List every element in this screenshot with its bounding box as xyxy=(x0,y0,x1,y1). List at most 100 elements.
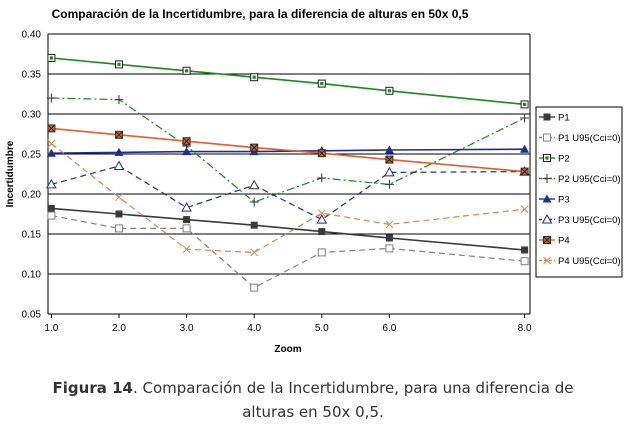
data-point xyxy=(114,147,124,156)
marker-shape xyxy=(248,179,260,190)
marker-shape xyxy=(543,256,551,265)
marker-center xyxy=(184,69,189,73)
data-point xyxy=(521,246,529,254)
series-line xyxy=(51,143,525,254)
marker-shape xyxy=(114,147,124,156)
legend-label: P3 xyxy=(558,195,570,206)
marker-shape xyxy=(250,283,259,292)
marker-shape xyxy=(543,133,551,142)
x-tick-label: 5.0 xyxy=(315,323,329,334)
legend-label: P1 xyxy=(558,113,570,124)
data-point xyxy=(250,283,259,292)
x-tick-labels: 1.0 2.0 3.0 4.0 5.0 6.0 8.0 xyxy=(44,323,532,334)
marker-center xyxy=(252,75,256,79)
marker-shape xyxy=(385,244,394,253)
marker-shape xyxy=(316,214,328,224)
data-point xyxy=(520,167,529,176)
marker-center xyxy=(387,89,391,93)
legend-marker xyxy=(542,174,552,183)
caption-line-2: alturas en 50x 0,5. xyxy=(242,403,384,421)
data-point xyxy=(250,143,259,152)
data-point xyxy=(115,193,123,202)
legend-label: P1 U95(Cci=0) xyxy=(558,133,621,144)
marker-shape xyxy=(520,144,530,153)
legend-label: P4 U95(Cci=0) xyxy=(558,256,621,267)
data-point xyxy=(248,179,260,190)
x-tick-label: 8.0 xyxy=(518,323,532,334)
series-p1-u95-cci-0- xyxy=(47,211,529,292)
marker-center xyxy=(320,82,324,86)
legend-label: P2 xyxy=(558,154,570,165)
marker-shape xyxy=(521,246,529,254)
marker-shape xyxy=(541,213,553,224)
marker-center xyxy=(49,56,53,60)
y-tick-label: 0.25 xyxy=(22,150,42,161)
data-point xyxy=(182,224,191,233)
marker-shape xyxy=(520,257,529,266)
marker-shape xyxy=(182,147,192,156)
marker-shape xyxy=(384,179,394,189)
marker-shape xyxy=(250,221,258,229)
marker-shape xyxy=(114,95,124,105)
legend-entry: P1 xyxy=(539,113,570,124)
marker-shape xyxy=(385,220,394,229)
data-point xyxy=(385,86,394,95)
legend-marker xyxy=(543,133,551,142)
marker-shape xyxy=(46,93,56,103)
data-point xyxy=(46,148,56,157)
data-point xyxy=(114,95,124,105)
data-point xyxy=(182,137,191,146)
marker-shape xyxy=(318,228,326,236)
marker-shape xyxy=(249,197,259,207)
legend-marker xyxy=(543,236,551,244)
data-point xyxy=(181,202,192,212)
marker-shape xyxy=(384,166,395,177)
data-point xyxy=(47,124,56,133)
legend: P1 P1 U95(Cci=0) P2 P2 U95(Cci=0) P3 P3 U95(C… xyxy=(535,106,623,278)
marker-cross xyxy=(317,149,326,158)
marker-shape xyxy=(115,210,123,218)
marker-shape xyxy=(183,216,191,224)
marker-shape xyxy=(543,113,551,121)
marker-shape xyxy=(542,194,552,203)
marker-center xyxy=(545,156,549,160)
legend-marker xyxy=(542,194,552,203)
marker-center xyxy=(117,62,121,66)
series-p4 xyxy=(47,124,529,176)
marker-shape xyxy=(542,174,552,183)
legend-marker xyxy=(543,154,551,162)
data-point xyxy=(384,145,394,154)
legend-entry: P2 xyxy=(539,154,570,165)
y-tick-label: 0.10 xyxy=(22,270,42,281)
marker-shape xyxy=(182,224,191,233)
x-axis-label: Zoom xyxy=(274,344,301,355)
series-p4-u95-cci-0- xyxy=(47,139,529,257)
legend-marker xyxy=(541,213,553,224)
series-group xyxy=(46,54,530,292)
data-point xyxy=(317,173,327,183)
marker-cross xyxy=(182,137,191,146)
legend-entry: P3 xyxy=(539,194,570,206)
gridlines xyxy=(48,33,530,315)
data-point xyxy=(250,221,258,229)
y-tick-label: 0.15 xyxy=(22,230,42,241)
marker-cross xyxy=(520,167,529,176)
marker-shape xyxy=(317,248,326,257)
marker-cross xyxy=(47,124,56,133)
figure-label: Figura 14 xyxy=(52,379,133,397)
data-point xyxy=(46,178,57,189)
marker-shape xyxy=(114,224,123,233)
data-point xyxy=(47,54,56,62)
legend-marker xyxy=(543,113,551,121)
data-point xyxy=(520,113,530,123)
legend-label: P4 xyxy=(558,236,570,247)
data-point xyxy=(317,209,326,218)
data-point xyxy=(47,204,55,212)
legend-entry: P4 xyxy=(539,236,570,247)
data-point xyxy=(182,147,192,156)
legend-label: P2 U95(Cci=0) xyxy=(558,174,621,185)
marker-shape xyxy=(115,193,123,202)
marker-shape xyxy=(520,113,530,123)
data-point xyxy=(318,228,326,236)
